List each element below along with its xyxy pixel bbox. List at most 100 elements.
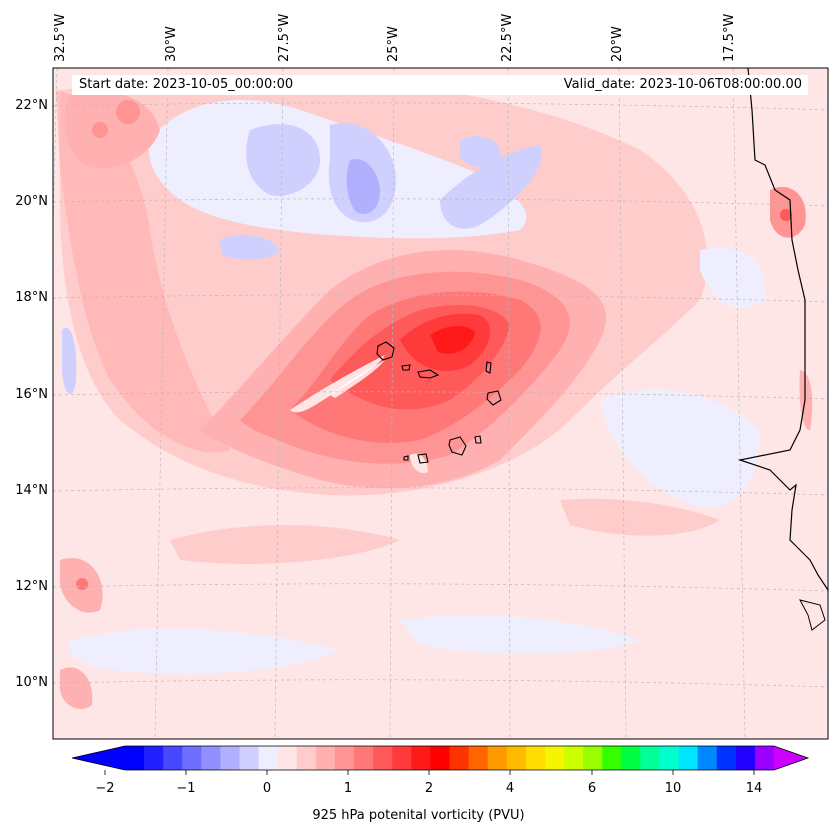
colorbar-segment: [182, 746, 202, 770]
gridline-16n: [53, 391, 828, 400]
lat-label: 16°N: [15, 387, 48, 402]
colorbar-segment: [430, 746, 451, 770]
gridline-27-5w: [274, 68, 284, 739]
coast-islands-south: [799, 599, 826, 631]
colorbar-tick-label: 2: [424, 781, 434, 796]
lon-label: 32.5°W: [53, 13, 68, 62]
pv-low-region-east: [600, 390, 760, 508]
gridline-17-5w: [732, 68, 746, 739]
cape-verde-islands: [376, 341, 502, 464]
pv-south-streak-4: [60, 667, 93, 710]
pv-coast-spot: [780, 209, 792, 221]
gridline-22n: [53, 102, 828, 111]
colorbar-segment: [373, 746, 393, 770]
pv-low-patch-5: [460, 136, 501, 167]
colorbar-segment: [716, 746, 737, 770]
pv-low-patch-7: [700, 247, 766, 309]
africa-coastline: [737, 68, 828, 591]
colorbar-segment: [487, 746, 508, 770]
gridline-20n: [53, 198, 828, 207]
lon-label: 30°W: [164, 26, 179, 62]
colorbar-segment: [220, 746, 241, 770]
colorbar-segment: [296, 746, 317, 770]
colorbar-segment: [754, 746, 775, 770]
colorbar-segment: [544, 746, 565, 770]
colorbar-segment: [315, 746, 336, 770]
map-frame: [52, 67, 829, 740]
colorbar-segment: [354, 746, 374, 770]
pv-south-streak-2: [560, 498, 720, 536]
pv-wake-core: [330, 360, 385, 398]
colorbar-over-arrow: [774, 746, 808, 770]
lat-label: 14°N: [15, 483, 48, 498]
island-santiago: [448, 436, 467, 456]
pv-wake: [290, 355, 385, 413]
colorbar-segment: [449, 746, 470, 770]
pv-low-patch-6: [220, 234, 280, 260]
lat-label: 10°N: [15, 675, 48, 690]
gridline-20w: [618, 68, 627, 739]
pv-low-south-1: [69, 629, 341, 674]
gridline-25w: [389, 68, 395, 739]
colorbar-tick-label: −2: [95, 781, 115, 796]
lat-label: 12°N: [15, 579, 48, 594]
island-maio: [474, 435, 482, 444]
pv-nw-spot-1: [116, 100, 140, 124]
lon-label: 27.5°W: [277, 13, 292, 62]
colorbar-segment: [125, 746, 145, 770]
pv-low-patch-4: [440, 145, 542, 229]
lon-label: 22.5°W: [500, 13, 515, 62]
gridline-14n: [53, 487, 828, 496]
gridline-22-5w: [507, 68, 511, 739]
colorbar-segment: [564, 746, 584, 770]
colorbar-segment: [144, 746, 164, 770]
colorbar-under-arrow: [72, 746, 125, 770]
pv-wake-south: [410, 453, 428, 474]
gridline-12n: [53, 583, 828, 592]
colorbar-segment: [163, 746, 183, 770]
graticule: [53, 68, 828, 739]
lat-label: 22°N: [15, 98, 48, 113]
pv-max-core: [430, 325, 475, 354]
lon-label: 20°W: [610, 26, 625, 62]
colorbar-outline: [71, 745, 810, 771]
colorbar-segment: [506, 746, 527, 770]
island-brava: [403, 455, 409, 461]
date-banner: [72, 75, 808, 95]
gridline-10n: [53, 679, 828, 688]
valid-date-label: Valid_date: 2023-10-06T08:00:00.00: [563, 77, 802, 92]
pv-south-spot: [76, 578, 88, 590]
colorbar-tick-label: 6: [587, 781, 597, 796]
island-sal: [485, 361, 492, 374]
lat-label: 20°N: [15, 194, 48, 209]
island-sao-nicolau: [417, 369, 440, 379]
island-santo-antao: [376, 341, 395, 361]
colorbar-segment: [583, 746, 603, 770]
colorbar-segment: [602, 746, 622, 770]
island-boa-vista: [486, 390, 502, 406]
colorbar-segment: [468, 746, 489, 770]
colorbar-segment: [258, 746, 279, 770]
pv-south-streak-1: [170, 525, 400, 564]
pv-low-west: [62, 327, 77, 394]
pv-nw-spot-2: [92, 122, 108, 138]
start-date-label: Start date: 2023-10-05_00:00:00: [79, 77, 294, 92]
colorbar-segment: [678, 746, 699, 770]
gridline-30w: [154, 68, 169, 739]
colorbar-segment: [392, 746, 412, 770]
pv-low-south-2: [400, 615, 640, 655]
colorbar-segment: [735, 746, 756, 770]
colorbar-segment: [621, 746, 641, 770]
colorbar-segment: [697, 746, 718, 770]
colorbar-segment: [640, 746, 661, 770]
colorbar: [71, 745, 810, 775]
lon-label: 17.5°W: [722, 13, 737, 62]
lon-label: 25°W: [386, 26, 401, 62]
colorbar-tick-label: 4: [505, 781, 515, 796]
colorbar-segment: [334, 746, 355, 770]
pv-low-patch-1: [246, 124, 320, 196]
island-fogo: [417, 453, 429, 464]
colorbar-tick-label: 0: [262, 781, 272, 796]
